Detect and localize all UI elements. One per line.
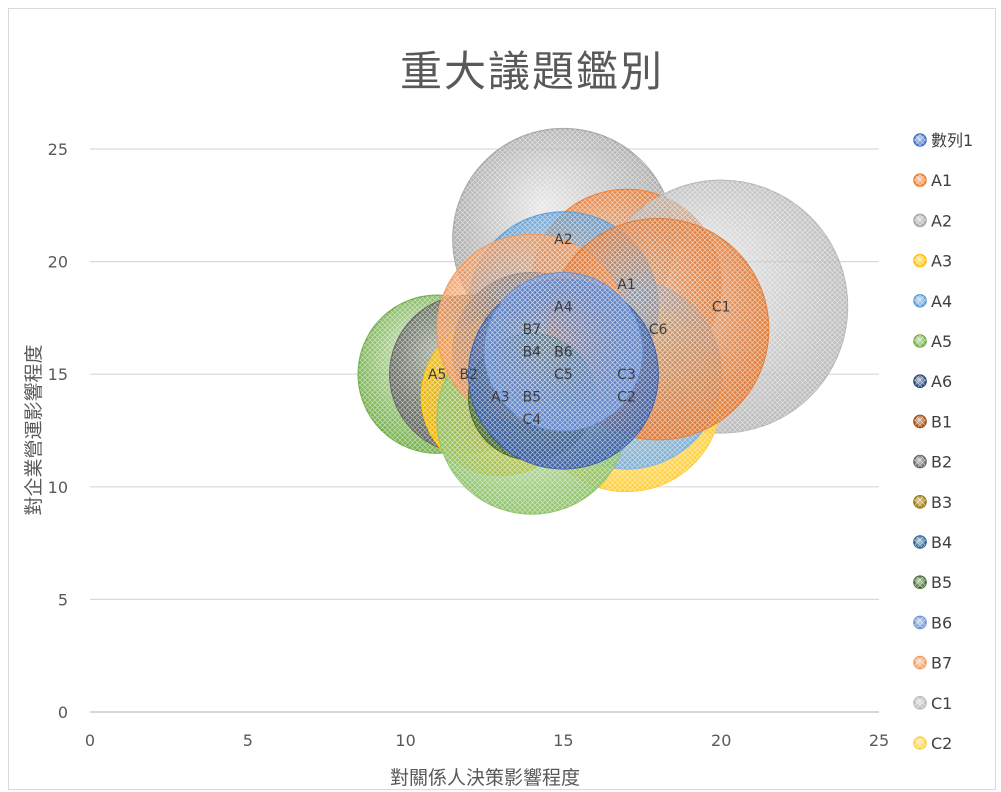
legend-item: A6 <box>913 372 952 391</box>
x-tick-label: 15 <box>553 731 573 750</box>
legend-label: B1 <box>931 412 952 431</box>
bubble-label: B2 <box>459 367 478 383</box>
legend-item: A1 <box>913 171 952 190</box>
legend-item: B4 <box>913 533 952 552</box>
bubble-label: A2 <box>554 232 572 248</box>
bubble-label: C5 <box>554 367 573 383</box>
x-tick-label: 20 <box>711 731 731 750</box>
legend-item: C2 <box>913 734 952 753</box>
legend-label: B2 <box>931 453 952 472</box>
legend-item: B3 <box>913 493 952 512</box>
legend-item: B5 <box>913 573 952 592</box>
legend-label: A5 <box>931 332 952 351</box>
legend-label: A4 <box>931 292 952 311</box>
legend-label: A1 <box>931 171 952 190</box>
bubble-label: C3 <box>617 367 636 383</box>
legend-item: C1 <box>913 694 952 713</box>
legend-label: C1 <box>931 694 952 713</box>
x-tick-label: 10 <box>395 731 415 750</box>
data-labels: A2 A1 C1 C2 C3 A4 A5 B2 A3 C4 B4 B7 C6 B5 C5 B6 <box>428 232 731 428</box>
legend-label: B3 <box>931 493 952 512</box>
legend-label: B5 <box>931 573 952 592</box>
y-axis-title: 對企業營運影響程度 <box>23 344 45 515</box>
bubble-label: A4 <box>554 300 573 316</box>
bubble-label: C1 <box>712 300 731 316</box>
legend-label: C2 <box>931 734 952 753</box>
bubble-label: A1 <box>617 277 635 293</box>
x-axis-title: 對關係人決策影響程度 <box>390 767 580 789</box>
legend-label: A6 <box>931 372 952 391</box>
legend-item: A4 <box>913 292 952 311</box>
legend-item: B1 <box>913 412 952 431</box>
y-tick-label: 5 <box>58 590 68 609</box>
bubble-B6 <box>483 272 644 432</box>
y-tick-label: 15 <box>48 365 68 384</box>
legend-label: 數列1 <box>931 131 973 150</box>
bubble-label: B4 <box>523 345 542 361</box>
y-tick-label: 20 <box>48 253 68 272</box>
x-tick-label: 25 <box>869 731 889 750</box>
y-tick-label: 10 <box>48 478 68 497</box>
bubble-label: C2 <box>617 390 636 406</box>
legend-label: A2 <box>931 211 952 230</box>
bubble-label: B5 <box>523 390 542 406</box>
legend-item: B2 <box>913 453 952 472</box>
y-tick-label: 0 <box>58 703 68 722</box>
bubble-label: A3 <box>491 390 509 406</box>
legend-label: B7 <box>931 654 952 673</box>
legend: 數列1 A1 A2 A3 A4 A5 A6 B1 B2 B3 B4 B5 B6 B7 C1 C2 <box>913 131 973 753</box>
bubble-label: A5 <box>428 367 446 383</box>
y-tick-label: 25 <box>48 140 68 159</box>
legend-item: A3 <box>913 252 952 271</box>
plot-area <box>357 127 849 515</box>
bubble-label: B7 <box>523 322 542 338</box>
axes: 0 5 10 15 20 25 0 5 10 15 20 25 <box>48 140 890 750</box>
legend-item: 數列1 <box>913 131 973 150</box>
x-tick-label: 0 <box>85 731 95 750</box>
legend-item: B7 <box>913 654 952 673</box>
legend-item: A2 <box>913 211 952 230</box>
legend-label: B6 <box>931 613 952 632</box>
legend-item: A5 <box>913 332 952 351</box>
legend-label: A3 <box>931 252 952 271</box>
bubble-label: C6 <box>649 322 668 338</box>
bubble-label: C4 <box>522 412 541 428</box>
legend-label: B4 <box>931 533 952 552</box>
chart-title: 重大議題鑑別 <box>400 47 664 96</box>
x-tick-label: 5 <box>243 731 253 750</box>
legend-item: B6 <box>913 613 952 632</box>
bubble-label: B6 <box>554 345 573 361</box>
